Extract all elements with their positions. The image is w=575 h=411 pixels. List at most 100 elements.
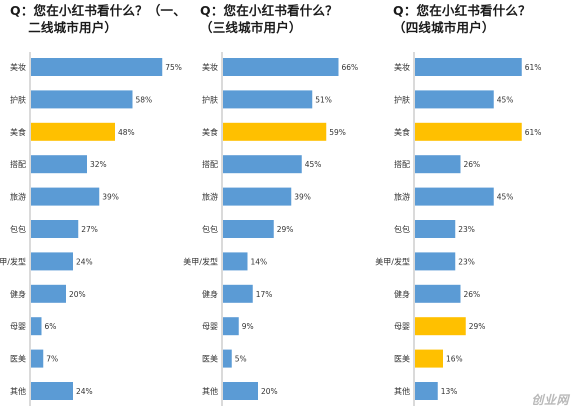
value-label: 26% bbox=[464, 290, 481, 299]
bar bbox=[223, 382, 258, 400]
chart-title: Q：您在小红书看什么？（一、 二线城市用户） bbox=[10, 3, 186, 35]
category-label: 美甲/发型 bbox=[375, 256, 410, 266]
category-label: 护肤 bbox=[10, 94, 26, 104]
value-label: 26% bbox=[464, 160, 481, 169]
value-label: 16% bbox=[446, 355, 463, 364]
category-label: 美食 bbox=[202, 127, 218, 137]
value-label: 14% bbox=[251, 257, 268, 266]
category-label: 母婴 bbox=[10, 322, 26, 331]
category-label: 医美 bbox=[394, 354, 410, 364]
bar bbox=[31, 284, 66, 303]
category-label: 包包 bbox=[10, 224, 26, 234]
bar bbox=[415, 349, 443, 368]
value-label: 61% bbox=[525, 63, 542, 72]
value-label: 29% bbox=[277, 225, 294, 234]
value-label: 48% bbox=[118, 128, 135, 137]
value-label: 58% bbox=[136, 95, 153, 104]
value-label: 29% bbox=[469, 322, 486, 331]
bar bbox=[31, 58, 163, 76]
category-label: 美甲/发型 bbox=[0, 256, 26, 266]
bar bbox=[31, 187, 100, 206]
bar bbox=[31, 122, 115, 141]
bar bbox=[223, 90, 313, 109]
category-label: 包包 bbox=[202, 224, 218, 234]
value-label: 51% bbox=[315, 95, 332, 104]
bar bbox=[415, 220, 456, 238]
category-label: 母婴 bbox=[202, 322, 218, 331]
category-label: 搭配 bbox=[10, 159, 26, 169]
category-label: 其他 bbox=[10, 386, 26, 396]
bar-chart-3: 美妆 61% 护肤 45% 美食 61% 搭配 26% 旅游 45% 包包 23% 美甲/发型 23% 健身… bbox=[375, 52, 542, 406]
category-label: 搭配 bbox=[202, 159, 218, 169]
value-label: 20% bbox=[261, 387, 278, 396]
bar bbox=[415, 284, 461, 303]
bar bbox=[223, 349, 232, 368]
bar bbox=[415, 252, 456, 271]
bar bbox=[223, 252, 248, 271]
category-label: 健身 bbox=[394, 289, 410, 299]
category-label: 美妆 bbox=[394, 62, 410, 72]
chart-title: Q：您在小红书看什么？ （三线城市用户） bbox=[200, 3, 338, 35]
bar bbox=[415, 155, 461, 174]
bar bbox=[31, 349, 44, 368]
category-label: 护肤 bbox=[394, 94, 410, 104]
value-label: 39% bbox=[102, 193, 119, 202]
chart-title: Q：您在小红书看什么？ （四线城市用户） bbox=[393, 3, 531, 35]
bar bbox=[415, 382, 438, 400]
chart-panel-1: Q：您在小红书看什么？（一、 二线城市用户） 美妆 75% 护肤 58% 美食 48% 搭配… bbox=[0, 0, 192, 411]
category-label: 其他 bbox=[202, 386, 218, 396]
category-label: 旅游 bbox=[10, 192, 26, 202]
value-label: 66% bbox=[342, 63, 359, 72]
category-label: 旅游 bbox=[202, 192, 218, 202]
category-label: 美食 bbox=[394, 127, 410, 137]
bar bbox=[415, 90, 494, 109]
value-label: 45% bbox=[305, 160, 322, 169]
value-label: 13% bbox=[441, 387, 458, 396]
category-label: 护肤 bbox=[202, 94, 218, 104]
value-label: 6% bbox=[45, 322, 57, 331]
category-label: 医美 bbox=[10, 354, 26, 364]
value-label: 59% bbox=[329, 128, 346, 137]
bar-chart-1: 美妆 75% 护肤 58% 美食 48% 搭配 32% 旅游 39% 包包 27% 美甲/发型 24% 健身… bbox=[0, 52, 182, 406]
category-label: 健身 bbox=[202, 289, 218, 299]
value-label: 27% bbox=[81, 225, 98, 234]
bar bbox=[415, 58, 522, 76]
bar bbox=[223, 122, 327, 141]
value-label: 24% bbox=[76, 257, 93, 266]
value-label: 45% bbox=[497, 193, 514, 202]
bar bbox=[223, 220, 274, 238]
chart-panel-2: Q：您在小红书看什么？ （三线城市用户） 美妆 66% 护肤 51% 美食 59% 搭配 45… bbox=[183, 0, 384, 411]
value-label: 32% bbox=[90, 160, 107, 169]
bar bbox=[415, 187, 494, 206]
bar bbox=[31, 382, 73, 400]
value-label: 9% bbox=[242, 322, 254, 331]
category-label: 美甲/发型 bbox=[183, 256, 218, 266]
category-label: 旅游 bbox=[394, 192, 410, 202]
bar bbox=[223, 284, 253, 303]
bar bbox=[223, 317, 239, 336]
category-label: 健身 bbox=[10, 289, 26, 299]
value-label: 23% bbox=[458, 257, 475, 266]
bar bbox=[31, 90, 133, 109]
value-label: 61% bbox=[525, 128, 542, 137]
value-label: 23% bbox=[458, 225, 475, 234]
value-label: 39% bbox=[294, 193, 311, 202]
value-label: 75% bbox=[165, 63, 182, 72]
value-label: 20% bbox=[69, 290, 86, 299]
bar bbox=[31, 220, 79, 238]
bar bbox=[223, 58, 339, 76]
category-label: 美食 bbox=[10, 127, 26, 137]
value-label: 7% bbox=[46, 355, 58, 364]
value-label: 24% bbox=[76, 387, 93, 396]
bar bbox=[223, 187, 292, 206]
value-label: 5% bbox=[235, 355, 247, 364]
category-label: 母婴 bbox=[394, 322, 410, 331]
watermark-logo: 创业网 bbox=[531, 393, 569, 407]
category-label: 美妆 bbox=[202, 62, 218, 72]
bar bbox=[31, 155, 87, 174]
category-label: 医美 bbox=[202, 354, 218, 364]
chart-panel-3: Q：您在小红书看什么？ （四线城市用户） 美妆 61% 护肤 45% 美食 61% 搭配 26… bbox=[375, 0, 575, 411]
bar-chart-2: 美妆 66% 护肤 51% 美食 59% 搭配 45% 旅游 39% 包包 29% 美甲/发型 14% 健身… bbox=[183, 52, 359, 406]
bar bbox=[31, 252, 73, 271]
bar bbox=[415, 317, 466, 336]
